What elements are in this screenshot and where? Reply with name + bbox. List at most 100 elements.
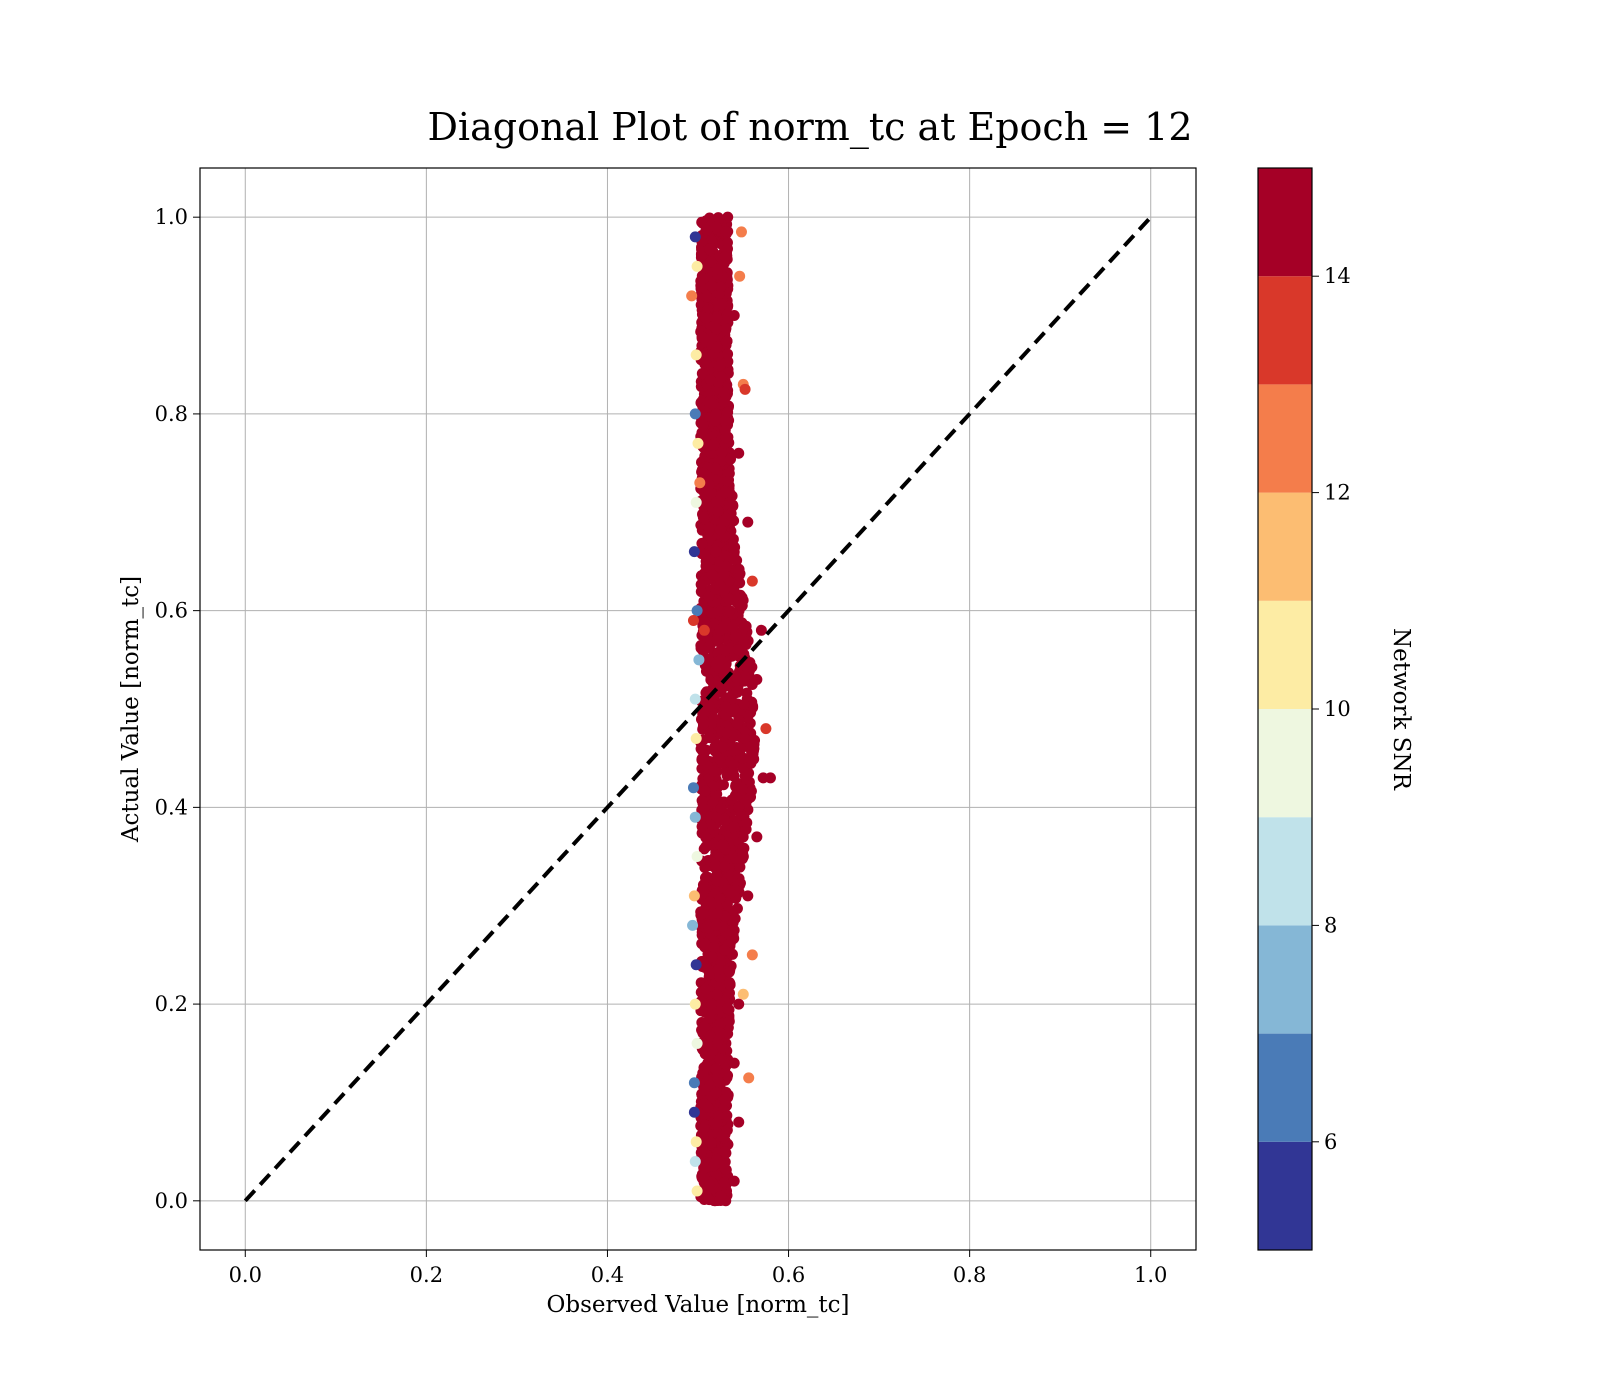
- scatter-point: [718, 568, 730, 580]
- scatter-point: [746, 949, 758, 961]
- scatter-point: [710, 1063, 722, 1075]
- scatter-point: [699, 785, 711, 797]
- scatter-point: [742, 516, 754, 528]
- scatter-point: [695, 250, 707, 262]
- scatter-point: [719, 1146, 731, 1158]
- scatter-point: [698, 1084, 710, 1096]
- scatter-point: [687, 919, 699, 931]
- scatter-point: [715, 371, 727, 383]
- scatter-point: [734, 270, 746, 282]
- scatter-point: [696, 537, 708, 549]
- scatter-point: [723, 966, 735, 978]
- scatter-point: [711, 342, 723, 354]
- scatter-point: [733, 447, 745, 459]
- colorbar-tick-label: 8: [1324, 913, 1337, 937]
- scatter-point: [688, 1106, 700, 1118]
- scatter-point: [713, 1077, 725, 1089]
- y-tick-label: 1.0: [155, 205, 188, 229]
- x-tick-label: 0.6: [772, 1263, 805, 1287]
- scatter-point: [732, 685, 744, 697]
- scatter-point: [722, 406, 734, 418]
- scatter-point: [703, 1194, 715, 1206]
- scatter-point: [690, 1136, 702, 1148]
- scatter-point: [717, 741, 729, 753]
- scatter-point: [743, 1072, 755, 1084]
- scatter-point: [715, 802, 727, 814]
- scatter-point: [736, 782, 748, 794]
- scatter-point: [691, 260, 703, 272]
- scatter-point: [687, 782, 699, 794]
- scatter-point: [737, 988, 749, 1000]
- colorbar-tick-label: 10: [1324, 697, 1351, 721]
- scatter-point: [706, 569, 718, 581]
- scatter-point: [695, 743, 707, 755]
- y-tick-label: 0.6: [155, 599, 188, 623]
- scatter-point: [745, 785, 757, 797]
- scatter-point: [716, 446, 728, 458]
- scatter-point: [724, 978, 736, 990]
- scatter-point: [714, 281, 726, 293]
- scatter-point: [689, 998, 701, 1010]
- scatter-point: [696, 754, 708, 766]
- scatter-point: [704, 243, 716, 255]
- scatter-point: [698, 1122, 710, 1134]
- scatter-point: [692, 437, 704, 449]
- axis-ticks: 0.0 0.2 0.4 0.6 0.8 1.0 0.0 0.2 0.4 0.6 0.8 1.0: [155, 205, 1168, 1287]
- scatter-point: [696, 427, 708, 439]
- scatter-point: [715, 1190, 727, 1202]
- scatter-point: [703, 479, 715, 491]
- scatter-point: [711, 1116, 723, 1128]
- scatter-point: [705, 256, 717, 268]
- scatter-point: [695, 909, 707, 921]
- scatter-point: [719, 944, 731, 956]
- scatter-point: [722, 348, 734, 360]
- scatter-point: [721, 1109, 733, 1121]
- scatter-point: [700, 841, 712, 853]
- scatter-point: [688, 890, 700, 902]
- scatter-point: [717, 839, 729, 851]
- scatter-point: [696, 821, 708, 833]
- scatter-point: [690, 349, 702, 361]
- scatter-point: [740, 638, 752, 650]
- x-tick-label: 1.0: [1134, 1263, 1167, 1287]
- scatter-point: [715, 955, 727, 967]
- scatter-point: [696, 368, 708, 380]
- scatter-point: [718, 387, 730, 399]
- scatter-point: [699, 938, 711, 950]
- scatter-point: [728, 540, 740, 552]
- scatter-point: [711, 875, 723, 887]
- diagonal-reference-line: [243, 215, 1153, 1203]
- scatter-point: [691, 1037, 703, 1049]
- scatter-point: [719, 1176, 731, 1188]
- scatter-point: [741, 817, 753, 829]
- scatter-point: [687, 614, 699, 626]
- scatter-point: [695, 275, 707, 287]
- scatter-point: [698, 624, 710, 636]
- scatter-point: [719, 815, 731, 827]
- scatter-point: [711, 323, 723, 335]
- scatter-point: [721, 899, 733, 911]
- scatter-point: [716, 622, 728, 634]
- scatter-point: [751, 831, 763, 843]
- scatter-point: [697, 645, 709, 657]
- scatter-point: [719, 251, 731, 263]
- scatter-point: [710, 408, 722, 420]
- scatter-point: [714, 893, 726, 905]
- scatter-point: [739, 383, 751, 395]
- scatter-point: [704, 1030, 716, 1042]
- scatter-point: [719, 709, 731, 721]
- scatter-point: [728, 745, 740, 757]
- scatter-point: [701, 224, 713, 236]
- scatter-point: [700, 312, 712, 324]
- scatter-point: [689, 1155, 701, 1167]
- scatter-point: [711, 263, 723, 275]
- scatter-point: [696, 1005, 708, 1017]
- scatter-point: [689, 231, 701, 243]
- reference-diagonal: [243, 215, 1153, 1203]
- colorbar-segment: [1258, 709, 1312, 818]
- scatter-point: [746, 575, 758, 587]
- scatter-point: [718, 584, 730, 596]
- scatter-point: [714, 753, 726, 765]
- scatter-point: [719, 415, 731, 427]
